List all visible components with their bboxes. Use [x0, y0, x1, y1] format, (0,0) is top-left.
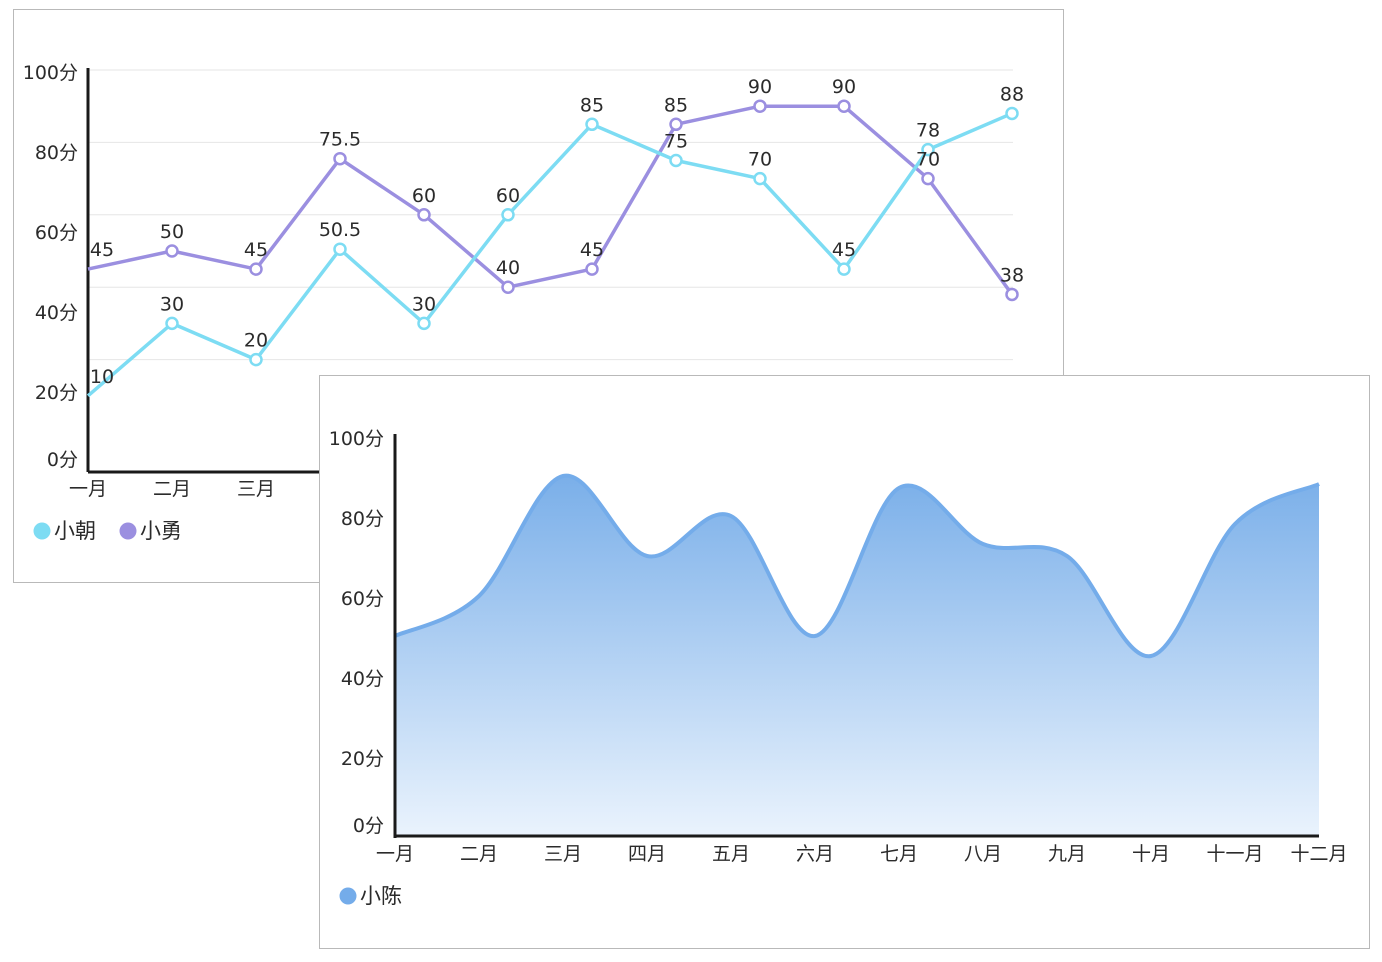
x-tick-label: 一月: [69, 478, 107, 500]
data-label: 38: [1000, 264, 1024, 286]
x-tick-label: 十一月: [1206, 843, 1263, 865]
data-point: [417, 316, 431, 331]
data-label: 30: [412, 293, 436, 315]
data-label: 70: [916, 149, 940, 171]
data-point: [669, 117, 683, 132]
data-point: [501, 280, 515, 294]
legend-marker: [33, 522, 51, 540]
x-tick-label: 三月: [544, 843, 582, 865]
x-tick-label: 四月: [628, 843, 666, 865]
data-label: 45: [832, 239, 856, 261]
data-point: [417, 208, 431, 222]
data-point: [333, 151, 347, 166]
data-point: [753, 99, 767, 113]
y-tick-label: 60分: [341, 588, 384, 610]
legend-marker: [339, 887, 357, 905]
data-point: [333, 242, 347, 256]
data-point: [837, 262, 851, 276]
area-fill: [395, 475, 1319, 836]
x-tick-label: 二月: [153, 478, 191, 500]
data-label: 45: [580, 239, 604, 261]
legend-label: 小朝: [54, 519, 96, 543]
legend-marker: [119, 522, 137, 540]
y-tick-label: 20分: [35, 382, 78, 404]
data-label: 45: [90, 239, 114, 261]
area-chart-panel: 0分 20分 40分 60分 80分 100分一月 二月 三月 四月 五月 六月 七月 八月 九月 十月 十一…: [319, 375, 1370, 949]
data-label: 90: [748, 76, 772, 98]
data-label: 88: [1000, 83, 1024, 105]
y-tick-label: 40分: [341, 668, 384, 690]
x-tick-label: 二月: [460, 843, 498, 865]
data-point: [753, 171, 767, 186]
y-tick-label: 20分: [341, 748, 384, 770]
data-point: [249, 352, 263, 367]
data-label: 40: [496, 257, 520, 279]
y-tick-label: 100分: [329, 428, 384, 450]
series-line-小朝: [86, 111, 1013, 398]
y-tick-label: 80分: [35, 142, 78, 164]
x-tick-label: 八月: [964, 843, 1002, 865]
data-point: [921, 142, 935, 157]
y-tick-label: 0分: [353, 815, 384, 837]
data-label: 70: [748, 149, 772, 171]
data-label: 85: [580, 94, 604, 116]
x-tick-label: 一月: [376, 843, 414, 865]
data-point: [837, 99, 851, 113]
data-point: [1005, 287, 1019, 302]
series-line-小勇: [87, 104, 1014, 296]
data-point: [165, 244, 179, 258]
data-label: 90: [832, 76, 856, 98]
data-label: 30: [160, 293, 184, 315]
y-tick-label: 80分: [341, 508, 384, 530]
x-tick-label: 十二月: [1290, 843, 1347, 865]
x-tick-label: 三月: [237, 478, 275, 500]
area-line: [394, 473, 1320, 659]
data-point: [585, 262, 599, 276]
legend-label: 小陈: [360, 884, 402, 908]
data-point: [249, 262, 263, 276]
x-tick-label: 七月: [880, 843, 918, 865]
data-point: [669, 153, 683, 168]
legend-label: 小勇: [140, 519, 182, 543]
x-tick-label: 九月: [1048, 843, 1086, 865]
data-label: 75: [664, 131, 688, 153]
y-tick-label: 60分: [35, 222, 78, 244]
x-tick-label: 十月: [1132, 843, 1170, 865]
data-point: [165, 316, 179, 331]
y-tick-label: 0分: [47, 449, 78, 471]
data-label: 60: [412, 185, 436, 207]
data-label: 50: [160, 221, 184, 243]
y-tick-label: 100分: [23, 62, 78, 84]
data-label: 20: [244, 330, 268, 352]
y-tick-label: 40分: [35, 302, 78, 324]
data-label: 85: [664, 94, 688, 116]
data-label: 45: [244, 239, 268, 261]
x-tick-label: 六月: [796, 843, 834, 865]
data-label: 60: [496, 185, 520, 207]
data-point: [585, 117, 599, 132]
data-point: [1005, 106, 1019, 121]
data-label: 50.5: [319, 219, 361, 241]
data-point: [921, 171, 935, 186]
data-label: 10: [90, 366, 114, 388]
data-label: 78: [916, 120, 940, 142]
x-tick-label: 五月: [712, 843, 750, 865]
data-label: 75.5: [319, 129, 361, 151]
data-point: [501, 208, 515, 222]
